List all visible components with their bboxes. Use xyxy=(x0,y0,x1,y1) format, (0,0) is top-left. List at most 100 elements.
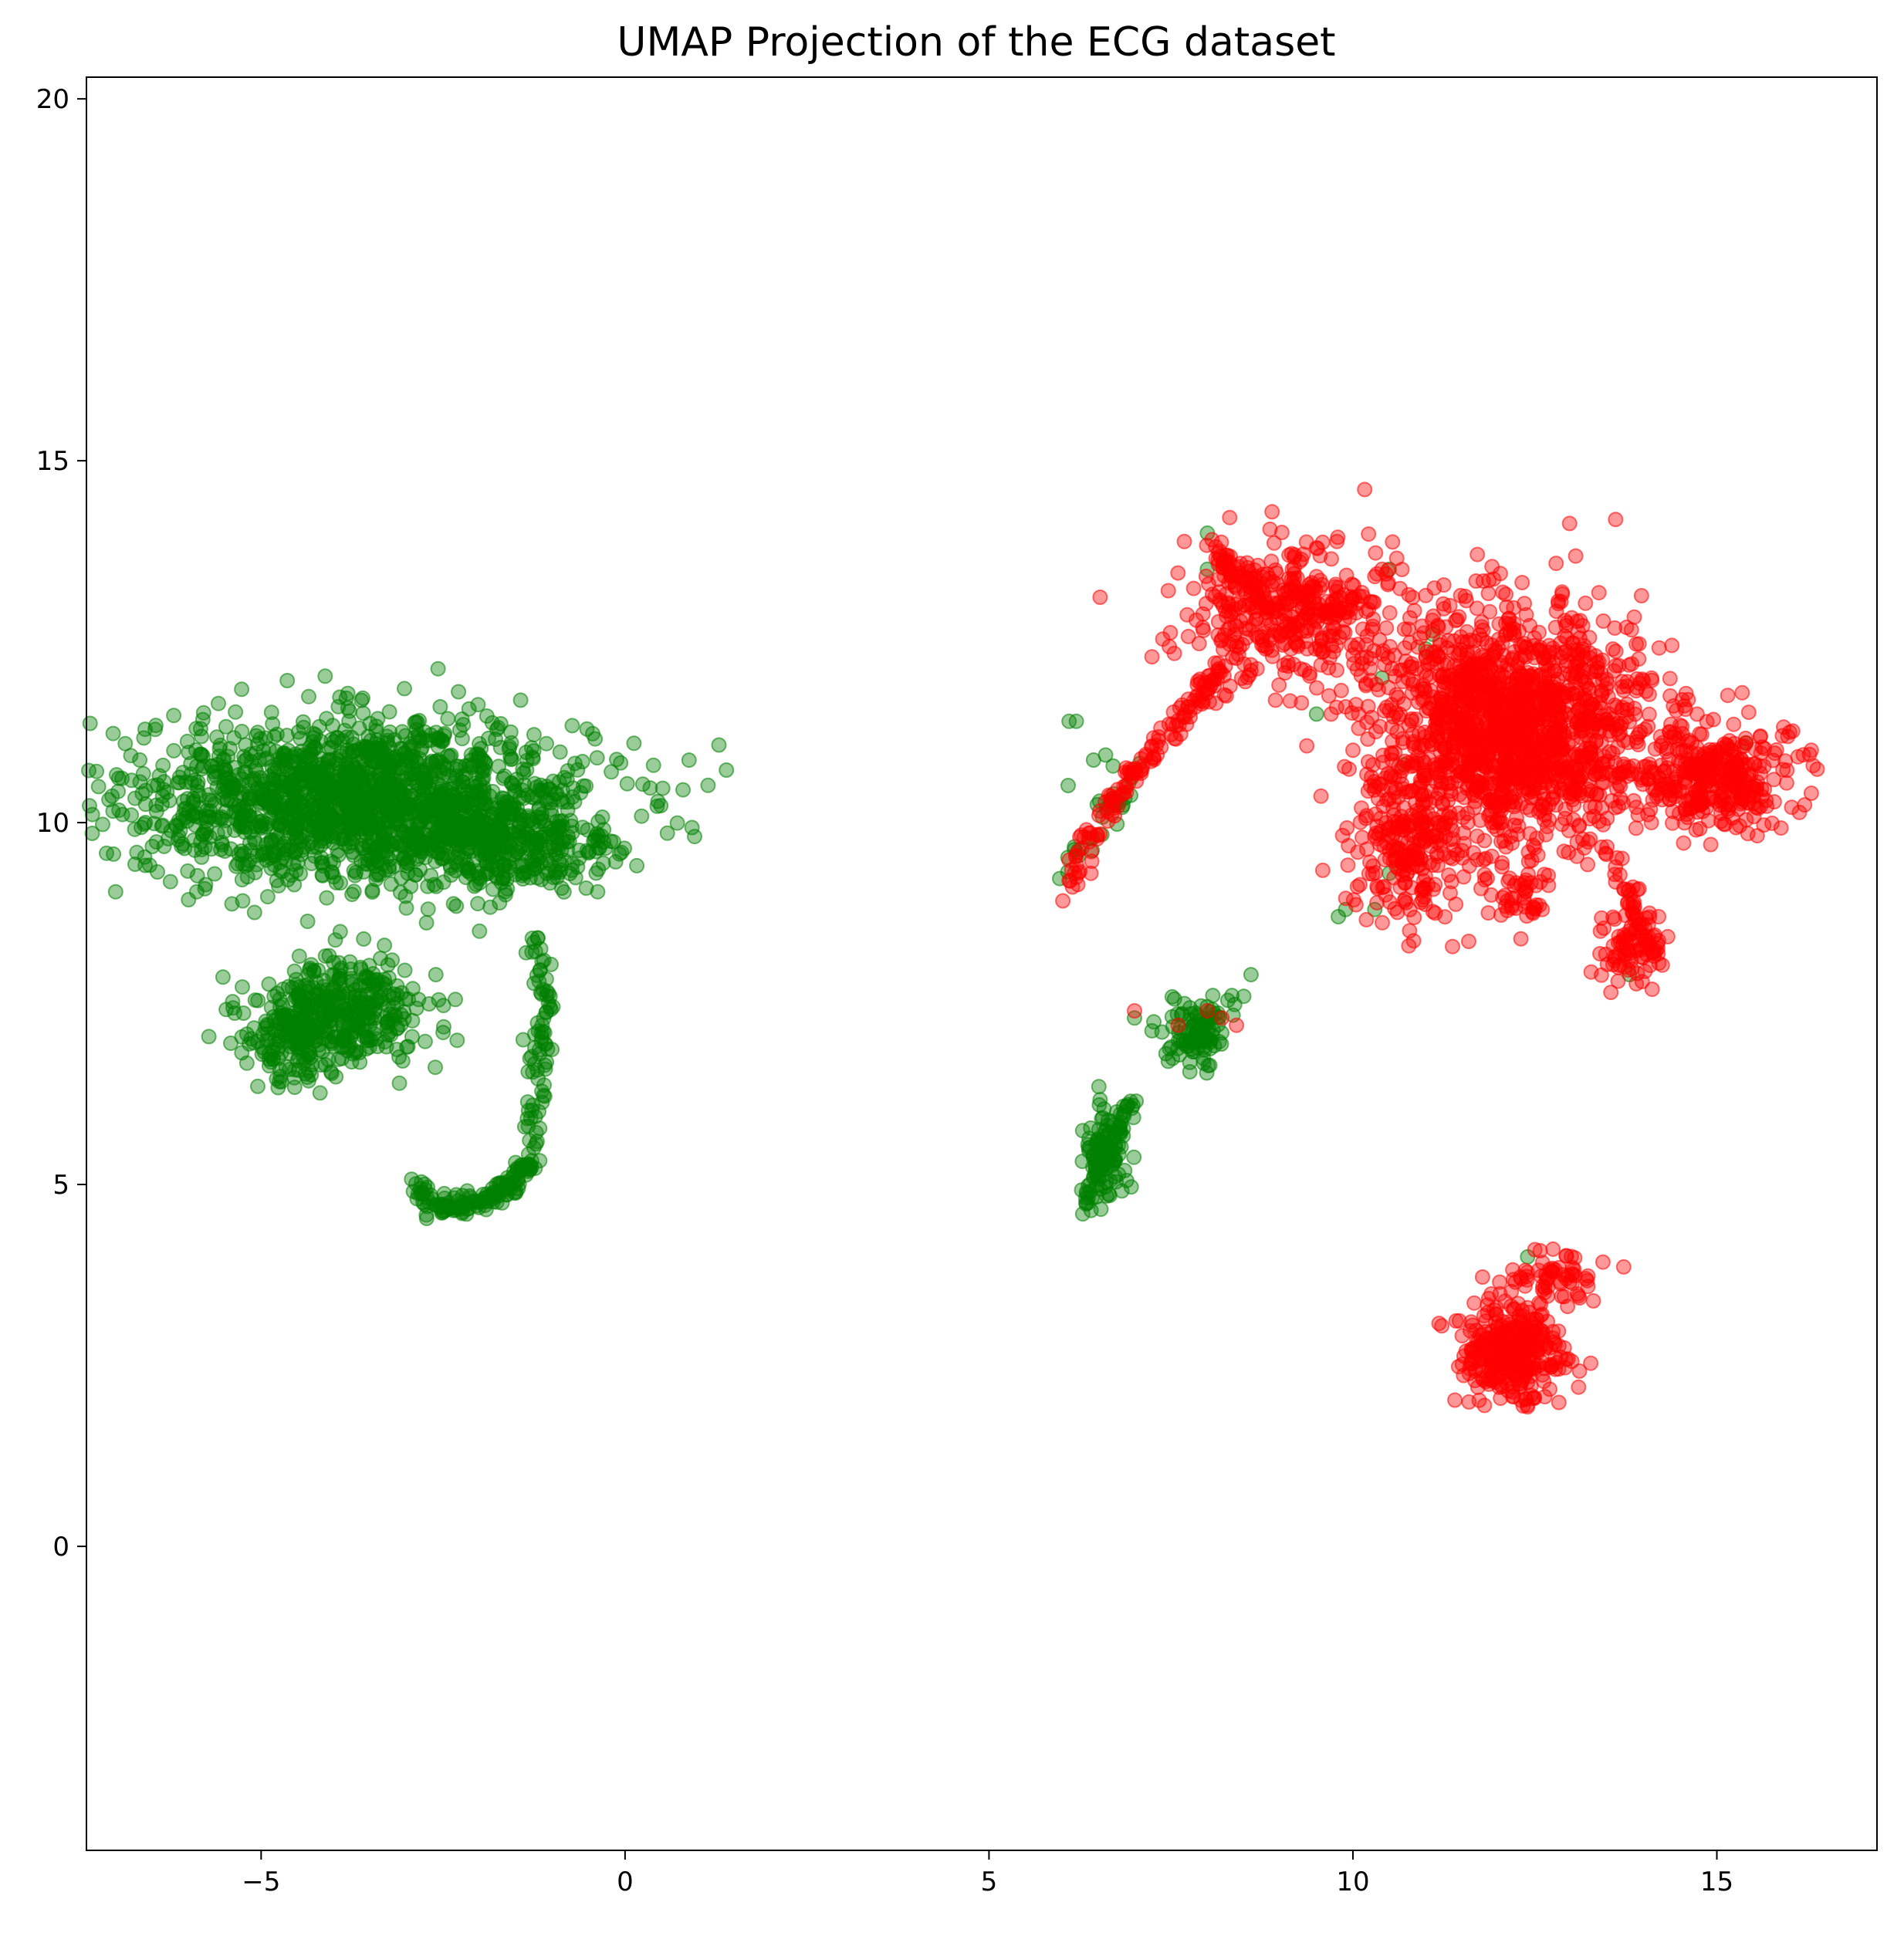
scatter-point-green xyxy=(326,869,342,885)
scatter-point-green xyxy=(337,755,353,772)
scatter-point-red xyxy=(1185,580,1202,596)
scatter-point-green xyxy=(564,825,580,841)
scatter-point-green xyxy=(1119,1098,1135,1114)
scatter-point-red xyxy=(1564,635,1581,651)
scatter-point-green xyxy=(360,728,377,745)
scatter-point-green xyxy=(261,976,277,992)
scatter-point-green xyxy=(193,834,209,850)
scatter-point-green xyxy=(331,971,347,988)
scatter-point-red xyxy=(1403,659,1419,675)
scatter-point-green xyxy=(1160,1053,1176,1069)
scatter-point-green xyxy=(525,1097,541,1113)
scatter-point-green xyxy=(367,1025,382,1042)
scatter-point-green xyxy=(526,975,542,992)
scatter-point-green xyxy=(235,1005,252,1021)
scatter-point-red xyxy=(1500,699,1516,715)
scatter-point-green xyxy=(344,729,360,745)
scatter-point-red xyxy=(1693,796,1709,812)
scatter-point-red xyxy=(1591,813,1607,829)
scatter-point-green xyxy=(675,782,691,798)
scatter-point-green xyxy=(445,896,462,912)
scatter-point-red xyxy=(1514,575,1530,590)
scatter-point-green xyxy=(420,901,436,917)
scatter-point-green xyxy=(1097,747,1114,763)
scatter-point-green xyxy=(455,1188,471,1204)
scatter-point-red xyxy=(1551,698,1567,715)
scatter-point-red xyxy=(1486,738,1502,754)
scatter-point-green xyxy=(1182,1064,1198,1079)
scatter-point-green xyxy=(539,1004,555,1020)
scatter-point-red xyxy=(1581,732,1598,748)
scatter-point-green xyxy=(359,968,374,985)
scatter-point-red xyxy=(1611,799,1626,815)
scatter-point-red xyxy=(1677,800,1693,816)
scatter-point-green xyxy=(495,857,512,873)
scatter-point-green xyxy=(435,1025,451,1041)
scatter-point-green xyxy=(719,762,735,778)
scatter-point-red xyxy=(1372,718,1388,735)
scatter-point-green xyxy=(405,740,421,756)
scatter-point-red xyxy=(1733,738,1750,755)
scatter-point-red xyxy=(1591,764,1608,779)
scatter-point-red xyxy=(1662,671,1678,687)
scatter-point-green xyxy=(470,750,486,766)
scatter-point-red xyxy=(1381,702,1398,718)
scatter-point-red xyxy=(1548,556,1564,572)
scatter-points xyxy=(81,481,1825,1415)
scatter-point-green xyxy=(291,948,307,965)
scatter-point-green xyxy=(428,967,444,983)
scatter-point-green xyxy=(515,1032,531,1048)
scatter-point-red xyxy=(1498,586,1514,603)
scatter-point-red xyxy=(1757,741,1773,756)
scatter-point-green xyxy=(645,757,661,773)
scatter-point-green xyxy=(239,857,255,873)
scatter-point-red xyxy=(1778,775,1794,791)
scatter-point-green xyxy=(444,808,459,824)
scatter-point-green xyxy=(1074,1206,1091,1222)
scatter-point-red xyxy=(1714,785,1730,801)
scatter-point-green xyxy=(159,784,175,800)
scatter-point-green xyxy=(541,863,557,879)
scatter-point-green xyxy=(214,811,230,827)
scatter-point-green xyxy=(681,752,697,769)
scatter-point-green xyxy=(220,782,236,798)
scatter-point-red xyxy=(1314,862,1331,878)
scatter-point-green xyxy=(248,835,264,851)
scatter-point-green xyxy=(234,681,250,698)
scatter-point-green xyxy=(211,695,226,711)
scatter-point-green xyxy=(525,1064,541,1080)
scatter-point-green xyxy=(453,1201,469,1217)
scatter-point-red xyxy=(1578,595,1594,611)
scatter-point-red xyxy=(1803,786,1819,801)
scatter-point-green xyxy=(360,1005,376,1021)
scatter-point-red xyxy=(1670,731,1686,747)
scatter-point-green xyxy=(449,1032,465,1049)
scatter-point-green xyxy=(451,684,467,700)
scatter-point-green xyxy=(412,1185,428,1201)
scatter-point-green xyxy=(194,711,211,728)
scatter-point-green xyxy=(214,834,230,850)
scatter-point-green xyxy=(492,842,508,858)
scatter-point-red xyxy=(1472,729,1487,745)
scatter-point-green xyxy=(552,744,568,760)
scatter-point-green xyxy=(313,992,329,1009)
scatter-point-red xyxy=(1587,799,1603,815)
scatter-point-green xyxy=(316,1031,332,1047)
scatter-point-red xyxy=(1488,683,1504,699)
scatter-point-green xyxy=(459,841,475,857)
scatter-point-green xyxy=(341,1033,357,1049)
scatter-point-red xyxy=(1500,610,1517,627)
scatter-point-green xyxy=(265,799,281,815)
scatter-point-green xyxy=(544,1042,560,1058)
scatter-point-red xyxy=(1415,625,1432,641)
scatter-point-red xyxy=(1571,772,1588,788)
scatter-point-red xyxy=(1720,688,1736,704)
scatter-point-green xyxy=(397,962,413,978)
scatter-point-green xyxy=(327,932,343,948)
scatter-point-green xyxy=(1146,1014,1162,1030)
scatter-point-red xyxy=(1417,684,1433,700)
scatter-point-green xyxy=(461,860,477,877)
scatter-point-green xyxy=(1080,1137,1096,1153)
scatter-point-green xyxy=(399,1039,414,1055)
scatter-point-green xyxy=(573,785,589,801)
